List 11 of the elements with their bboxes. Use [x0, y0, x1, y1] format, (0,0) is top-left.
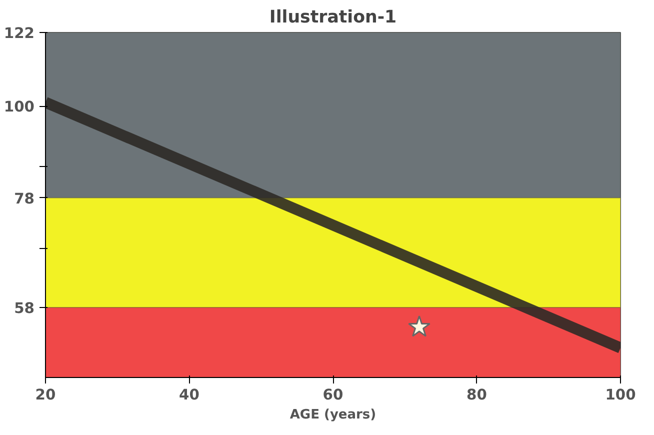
y-tick-label: 78: [14, 190, 35, 208]
x-tick-label: 40: [179, 386, 200, 404]
y-tick-label: 122: [4, 25, 34, 42]
y-tick-label: 58: [14, 300, 35, 318]
x-tick-label: 80: [466, 386, 487, 404]
x-tick-label: 20: [35, 386, 56, 404]
x-axis-title: AGE (years): [290, 408, 376, 422]
x-tick-label: 60: [322, 386, 344, 404]
x-tick-label: 100: [605, 386, 636, 404]
y-tick-label: 100: [4, 98, 34, 116]
chart-title: Illustration-1: [269, 8, 397, 28]
